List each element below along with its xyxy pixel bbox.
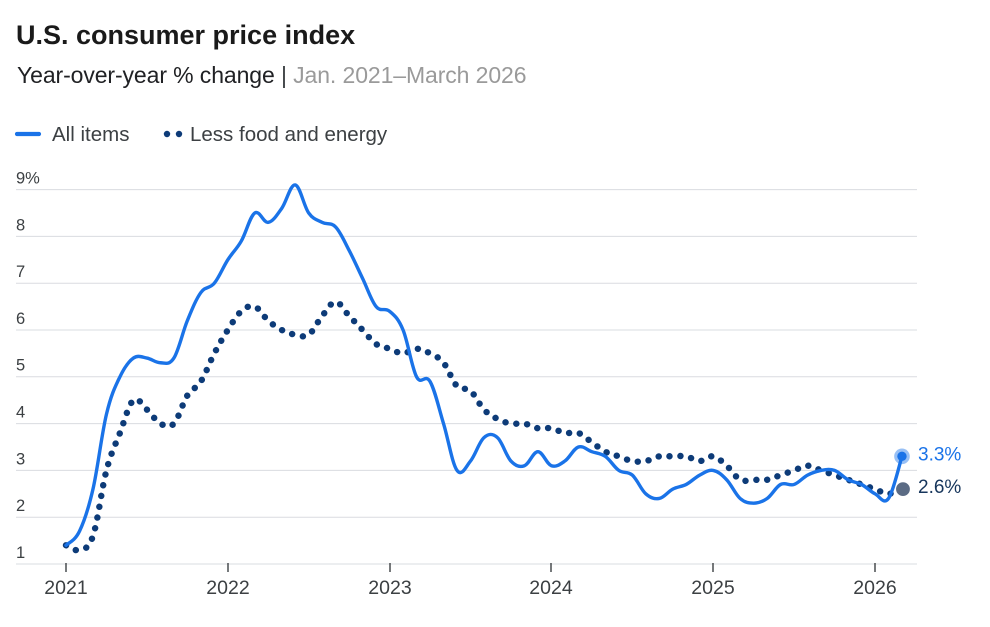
svg-text:5: 5 (16, 357, 25, 375)
svg-text:All items: All items (52, 123, 129, 146)
svg-text:2023: 2023 (368, 577, 411, 599)
svg-text:2022: 2022 (206, 577, 249, 599)
svg-text:8: 8 (16, 216, 25, 234)
svg-text:3: 3 (16, 450, 25, 468)
svg-text:3.3%: 3.3% (918, 445, 961, 466)
svg-text:9%: 9% (16, 170, 40, 188)
svg-text:2024: 2024 (529, 577, 573, 599)
svg-text:2025: 2025 (691, 577, 735, 599)
svg-text:Less food and energy: Less food and energy (190, 123, 388, 146)
svg-text:7: 7 (16, 263, 25, 281)
svg-text:6: 6 (16, 310, 25, 328)
svg-text:2026: 2026 (853, 577, 896, 599)
svg-text:4: 4 (16, 404, 25, 422)
svg-text:2.6%: 2.6% (918, 477, 961, 498)
svg-text:2: 2 (16, 497, 25, 515)
svg-text:1: 1 (16, 544, 25, 562)
svg-text:2021: 2021 (44, 577, 87, 599)
